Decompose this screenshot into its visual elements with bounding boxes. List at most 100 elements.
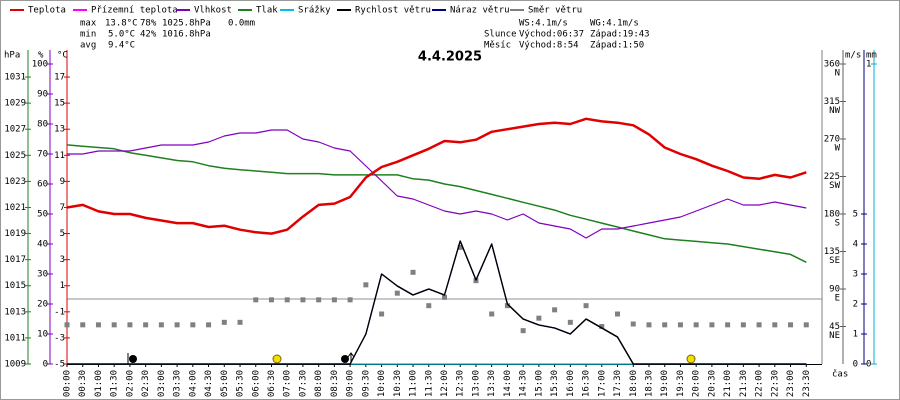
direction-point: [662, 322, 668, 328]
x-tick-label: 09:30: [361, 370, 371, 397]
direction-point: [756, 322, 762, 328]
x-tick-label: 08:30: [330, 370, 340, 397]
direction-point: [253, 297, 259, 303]
legend-label: Teplota: [28, 6, 66, 16]
y-tick-label: 3: [60, 255, 65, 265]
y-tick-label: 270: [824, 135, 840, 145]
y-tick-label: 11: [54, 151, 65, 161]
x-tick-label: 15:00: [534, 370, 544, 397]
x-tick-label: 07:00: [283, 370, 293, 397]
summary-text: max: [80, 19, 97, 29]
y-tick-label: 50: [37, 210, 48, 220]
direction-point: [457, 244, 463, 250]
direction-point: [80, 322, 86, 328]
y-tick-label: 90: [37, 90, 48, 100]
x-tick-label: 02:30: [141, 370, 151, 397]
summary-text: Západ:19:43: [590, 30, 650, 40]
summary-text: 9.4°C: [108, 41, 135, 51]
summary-text: 78%: [140, 19, 157, 29]
direction-point: [111, 322, 117, 328]
summary-text: Západ:1:50: [590, 41, 644, 51]
y-tick-label: 7: [60, 203, 65, 213]
legend-label: Náraz větru: [450, 6, 510, 16]
y-tick-label: 1019: [4, 229, 26, 239]
y-tick-label: 1009: [4, 360, 26, 370]
direction-point: [772, 322, 778, 328]
y-tick-label: 17: [54, 73, 65, 83]
y-tick-label: 360: [824, 60, 840, 70]
compass-label: E: [835, 294, 840, 304]
direction-point: [331, 297, 337, 303]
summary-text: WG:4.1m/s: [590, 19, 639, 29]
x-tick-label: 23:00: [786, 370, 796, 397]
x-axis-label: čas: [832, 369, 848, 380]
direction-point: [489, 311, 495, 317]
y-tick-label: 1: [60, 281, 65, 291]
y-axis-unit: hPa: [4, 51, 20, 61]
y-axis-unit: °C: [57, 51, 68, 61]
x-tick-label: 06:00: [251, 370, 261, 397]
summary-text: 0.0mm: [228, 19, 255, 29]
series-line: [67, 240, 807, 365]
x-tick-label: 02:00: [125, 370, 135, 397]
x-tick-label: 13:00: [471, 370, 481, 397]
summary-text: 1025.8hPa: [162, 19, 211, 29]
y-tick-label: 1013: [4, 307, 26, 317]
direction-point: [426, 303, 432, 309]
x-tick-label: 21:30: [739, 370, 749, 397]
y-axis-unit: mm: [866, 51, 877, 61]
y-tick-label: 60: [37, 180, 48, 190]
direction-point: [206, 322, 212, 328]
x-tick-label: 04:30: [204, 370, 214, 397]
summary-text: 1016.8hPa: [162, 30, 211, 40]
summary-text: Slunce: [484, 30, 517, 40]
legend-label: Rychlost větru: [355, 6, 431, 16]
direction-point: [394, 290, 400, 296]
legend-label: Srážky: [298, 6, 331, 16]
legend-label: Přízemní teplota: [91, 6, 178, 16]
sun-rise: [272, 354, 282, 364]
x-tick-label: 20:30: [707, 370, 717, 397]
y-tick-label: 5: [60, 229, 65, 239]
y-tick-label: 10: [37, 330, 48, 340]
x-tick-label: 12:00: [440, 370, 450, 397]
y-tick-label: 1017: [4, 255, 26, 265]
direction-point: [158, 322, 164, 328]
compass-label: S: [835, 219, 840, 229]
y-tick-label: 4: [853, 240, 858, 250]
x-tick-label: 17:00: [597, 370, 607, 397]
x-tick-label: 18:30: [644, 370, 654, 397]
y-tick-label: 1015: [4, 281, 26, 291]
y-tick-label: 225: [824, 172, 840, 182]
x-tick-label: 06:30: [267, 370, 277, 397]
x-tick-label: 16:30: [582, 370, 592, 397]
y-axis-unit: m/s: [845, 51, 861, 61]
chart-title: 4.4.2025: [418, 50, 482, 65]
x-tick-label: 11:30: [424, 370, 434, 397]
y-tick-label: -1: [54, 307, 65, 317]
y-tick-label: 40: [37, 240, 48, 250]
x-tick-label: 16:00: [566, 370, 576, 397]
summary-text: min: [80, 30, 96, 40]
x-tick-label: 10:30: [393, 370, 403, 397]
x-tick-label: 22:00: [755, 370, 765, 397]
y-tick-label: 9: [60, 177, 65, 187]
direction-point: [95, 322, 101, 328]
y-tick-label: 135: [824, 247, 840, 257]
direction-point: [363, 282, 369, 288]
x-tick-label: 21:00: [723, 370, 733, 397]
y-axis-unit: %: [38, 51, 44, 61]
y-tick-label: 1021: [4, 203, 26, 213]
x-tick-label: 13:30: [487, 370, 497, 397]
direction-point: [677, 322, 683, 328]
y-tick-label: 1029: [4, 99, 26, 109]
direction-point: [693, 322, 699, 328]
x-tick-label: 10:00: [377, 370, 387, 397]
compass-label: SW: [829, 181, 840, 191]
legend-label: Vlhkost: [194, 6, 232, 16]
summary-text: Měsíc: [484, 41, 511, 51]
x-tick-label: 20:00: [692, 370, 702, 397]
direction-point: [583, 303, 589, 309]
y-tick-label: 1027: [4, 125, 26, 135]
x-tick-label: 01:00: [94, 370, 104, 397]
